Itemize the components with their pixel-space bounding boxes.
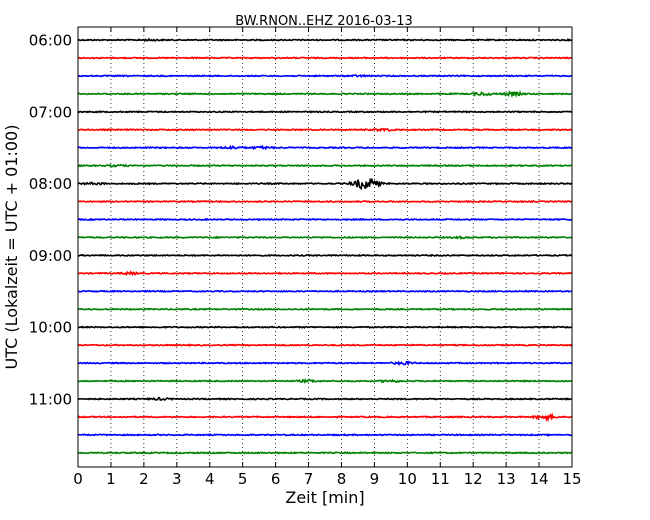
trace-1115 [77,412,573,423]
ticks: 0 1 2 3 4 5 6 7 8 9 10 11 12 13 14 1506:0007:0008:0009:… [29,27,582,488]
trace-1030 [77,360,573,367]
x-axis-label: Zeit [min] [285,488,364,507]
x-tick-label-3: 3 [172,470,182,488]
trace-1145 [77,451,573,455]
x-tick-label-4: 4 [205,470,215,488]
y-axis-label: UTC (Lokalzeit = UTC + 01:00) [2,125,21,370]
x-tick-label-14: 14 [530,470,549,488]
trace-0930 [77,289,573,294]
y-tick-label-3: 09:00 [29,247,72,265]
trace-1000 [77,325,573,329]
x-tick-label-2: 2 [139,470,149,488]
x-tick-label-7: 7 [304,470,314,488]
x-tick-label-8: 8 [337,470,347,488]
trace-0915 [77,270,573,277]
trace-0845 [77,235,573,241]
trace-0830 [77,217,573,222]
y-tick-label-5: 11:00 [29,391,72,409]
trace-0700 [77,110,573,114]
y-tick-label-4: 10:00 [29,319,72,337]
trace-0645 [77,90,573,99]
trace-0615 [77,56,573,60]
trace-lines [77,37,573,455]
x-tick-label-11: 11 [431,470,450,488]
y-tick-label-0: 06:00 [29,32,72,50]
x-tick-label-15: 15 [562,470,581,488]
grid-lines [110,27,540,467]
x-tick-label-12: 12 [464,470,483,488]
x-tick-label-0: 0 [73,470,83,488]
trace-0945 [77,307,573,311]
plot-frame [77,26,573,468]
trace-0745 [77,163,573,168]
trace-1015 [77,343,573,348]
y-tick-label-1: 07:00 [29,103,72,121]
trace-0630 [77,73,573,79]
trace-0900 [77,253,573,258]
trace-1045 [77,378,573,384]
x-tick-label-10: 10 [398,470,417,488]
trace-0600 [77,37,573,43]
x-tick-label-9: 9 [370,470,380,488]
x-tick-label-6: 6 [271,470,281,488]
x-tick-label-1: 1 [106,470,116,488]
x-tick-label-13: 13 [497,470,516,488]
trace-0715 [77,127,573,133]
trace-0730 [77,144,573,151]
x-tick-label-5: 5 [238,470,248,488]
chart-title: BW.RNON..EHZ 2016-03-13 [235,14,413,29]
y-tick-label-2: 08:00 [29,175,72,193]
trace-1100 [77,396,573,402]
trace-1130 [77,433,573,437]
trace-0815 [77,199,573,204]
trace-0800 [77,177,573,191]
